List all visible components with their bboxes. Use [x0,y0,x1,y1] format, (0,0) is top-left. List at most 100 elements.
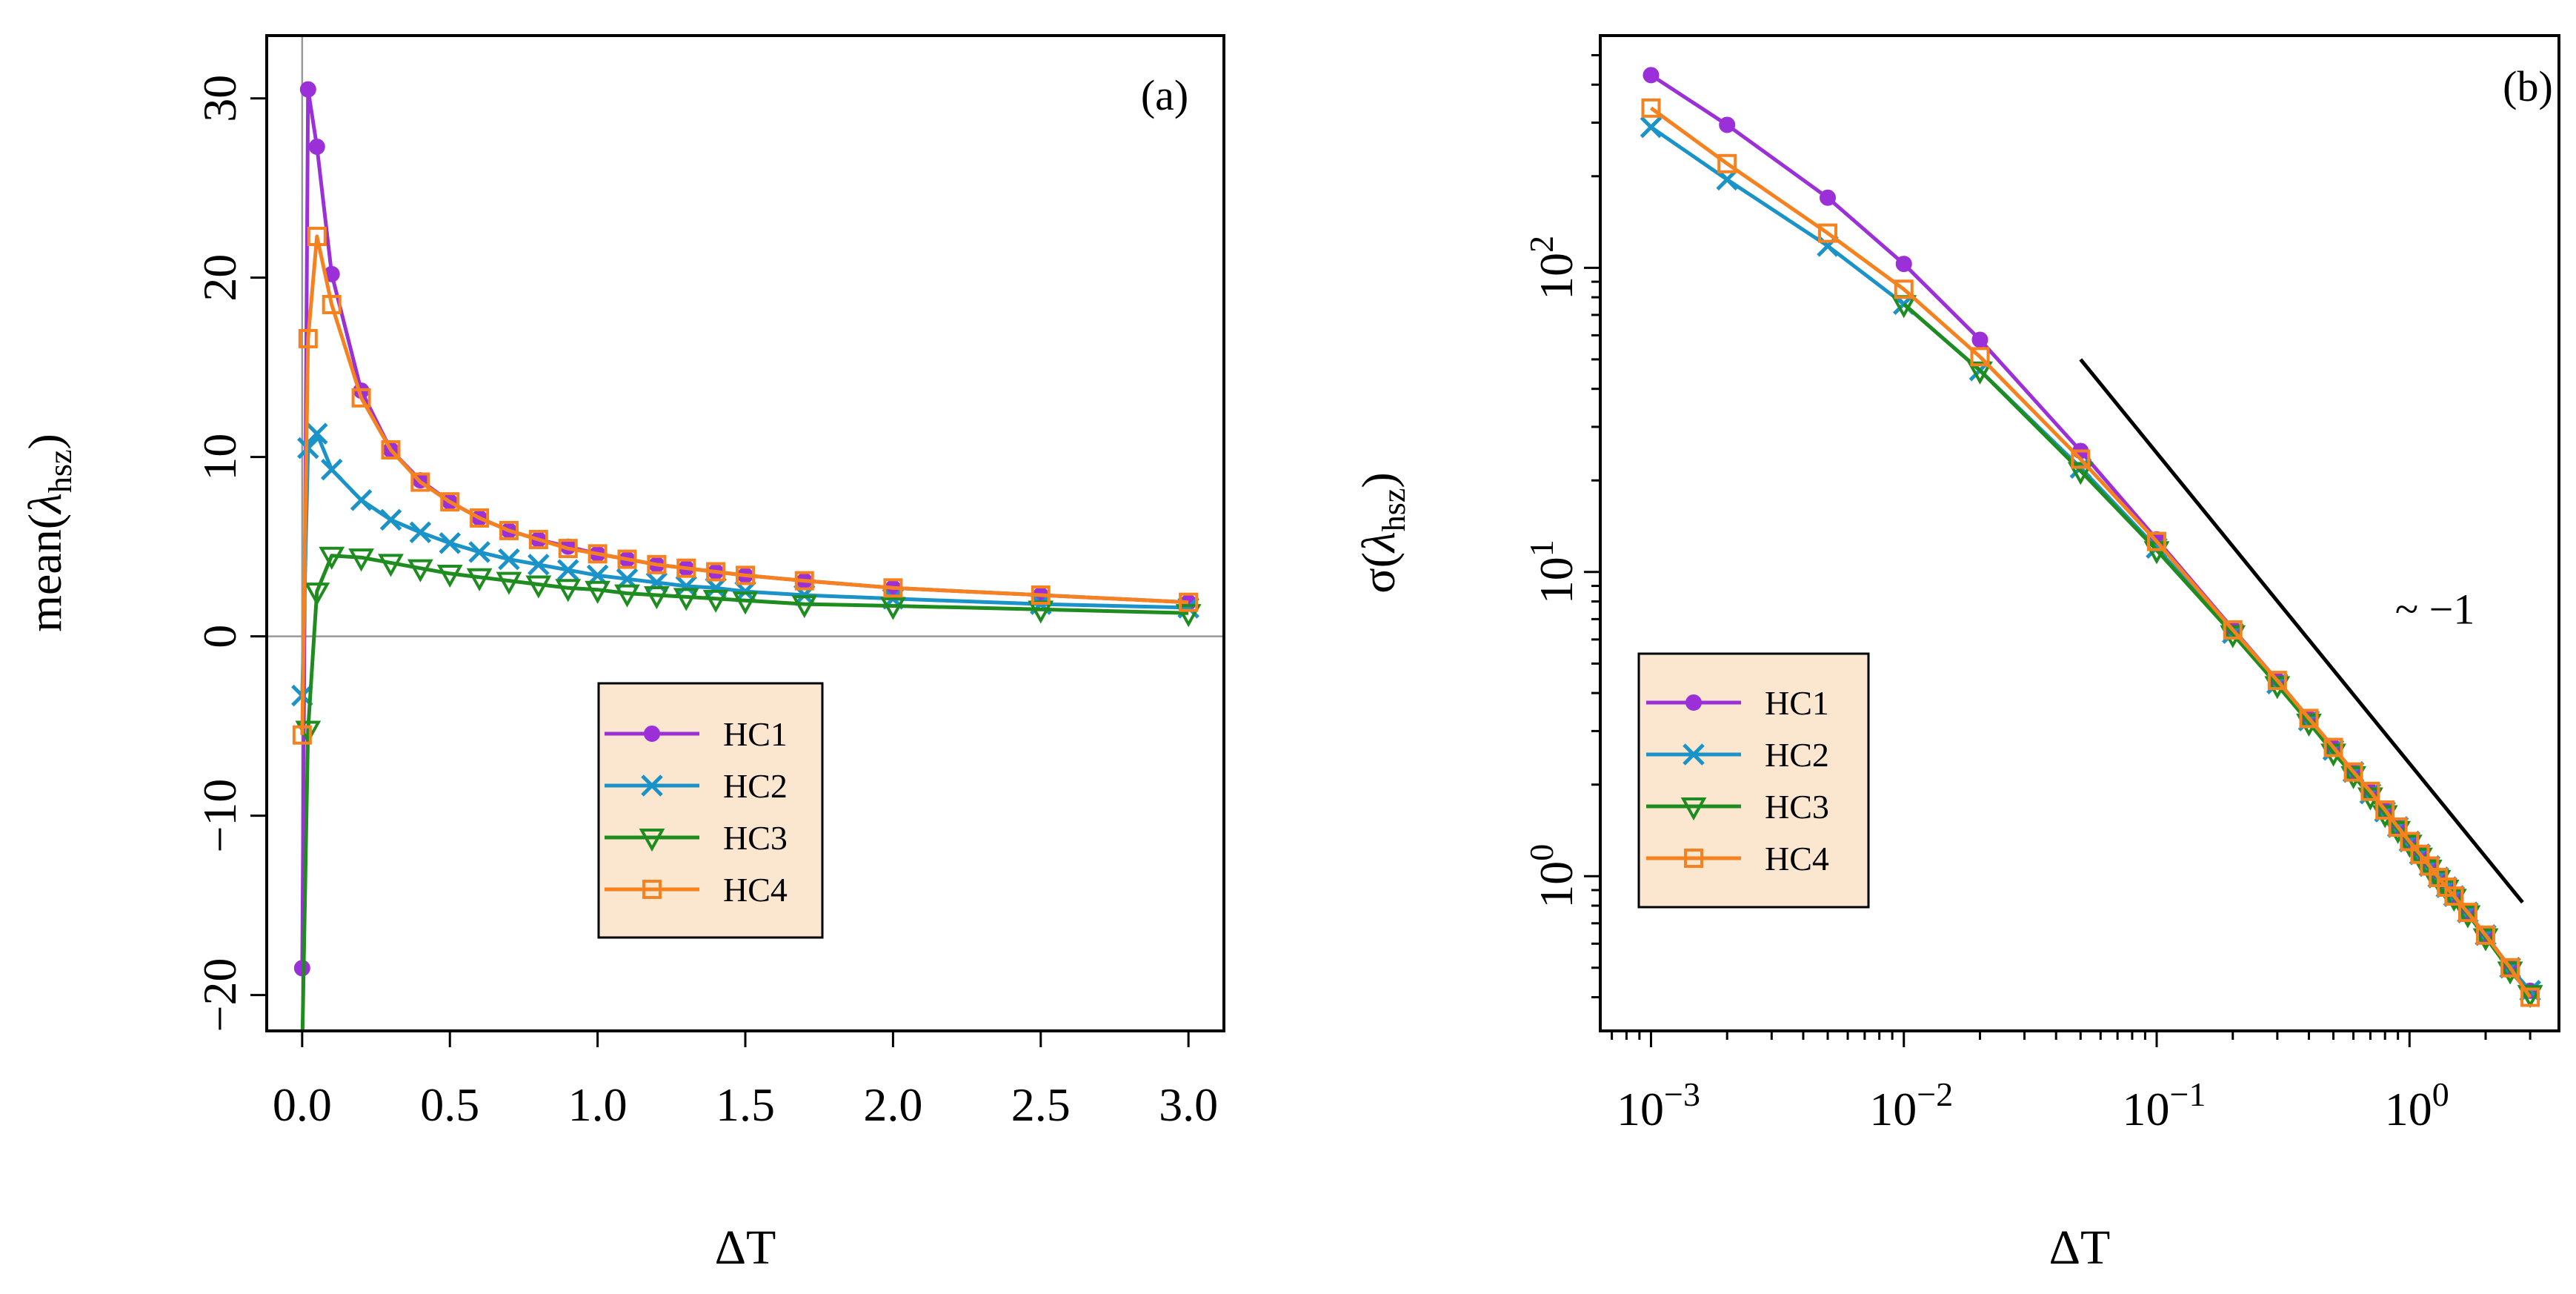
x-tick-label-exponent: −1 [2170,1075,2206,1113]
data-point-hc3 [304,583,330,606]
x-axis: 0.0 0.5 1.0 1.5 2.0 2.5 3.0 [273,1029,1218,1131]
x-tick-label: 100 [2385,1075,2449,1135]
data-point-hc3 [555,579,582,603]
series-hc4 [292,227,1199,745]
x-axis-label: ΔT [2049,1221,2111,1275]
panel-label: (b) [2503,62,2553,110]
data-point-hc4 [2400,832,2420,852]
legend-marker-hc2 [641,774,663,797]
data-point-hc4 [558,539,578,559]
x-tick-label: 1.5 [716,1078,775,1131]
legend-label-hc2: HC2 [723,767,788,805]
data-point-hc3 [436,564,463,588]
legend-entry-hc4: HC4 [605,871,788,909]
data-point-hc2 [439,532,462,554]
data-point-hc4 [1031,585,1051,605]
series-line-hc3 [300,554,1189,1031]
data-point-hc4 [322,294,342,314]
data-point-hc1 [1895,256,1912,273]
series-line-hc4 [300,234,1189,735]
legend-marker-hc2 [1683,743,1705,766]
data-point-hc4 [528,529,548,549]
data-point-hc4 [676,558,696,578]
data-point-hc4 [2343,762,2363,782]
x-tick-label-base: 10 [1617,1083,1664,1135]
series-layer [1640,67,2543,1009]
data-point-hc4 [2444,886,2464,906]
data-point-hc4 [1970,347,1990,367]
y-axis-label-subscript: hsz [1376,488,1412,532]
legend-entry-hc1: HC1 [605,715,788,753]
data-point-hc2 [705,577,727,600]
data-point-hc4 [1818,223,1838,243]
data-point-hc3 [1175,604,1202,628]
x-axis: 10−3 10−2 10−1 100 [1600,1029,2559,1135]
legend: HC1 HC2 HC3 HC4 [597,682,824,939]
data-point-hc4 [588,544,608,564]
data-point-hc4 [1717,153,1737,173]
y-axis-label-symbol: λ [19,493,71,515]
data-point-hc3 [2067,462,2094,485]
x-tick-label: 3.0 [1159,1078,1218,1131]
data-point-hc2 [306,422,328,445]
y-axis: −20 −10 0 10 20 30 [193,75,267,1032]
y-tick-label: 10 [193,434,246,481]
y-tick-label: 30 [193,75,246,122]
data-point-hc4 [499,520,519,540]
data-point-hc4 [736,565,755,585]
data-point-hc4 [292,725,312,745]
y-tick-label-exponent: 2 [1522,236,1560,253]
data-point-hc2 [675,575,698,597]
data-point-hc4 [410,472,430,492]
data-point-hc1 [1719,116,1736,133]
x-tick-label: 1.0 [568,1078,628,1131]
x-axis-label: ΔT [715,1221,776,1275]
x-tick-label-base: 10 [2123,1083,2170,1135]
data-point-hc1 [1820,189,1837,206]
data-point-hc2 [320,458,343,481]
data-point-hc4 [2299,709,2319,729]
x-tick-label-exponent: −3 [1664,1075,1700,1113]
data-point-hc4 [351,388,371,408]
data-point-hc4 [2267,671,2287,691]
legend-entry-hc3: HC3 [605,819,788,857]
y-tick-label: −20 [193,958,246,1032]
data-point-hc4 [2476,925,2496,945]
data-point-hc3 [1967,361,1993,385]
data-point-hc2 [498,548,520,571]
legend-entry-hc2: HC2 [1646,736,1829,774]
data-point-hc4 [794,571,814,591]
data-point-hc4 [2071,449,2091,469]
legend-label-hc3: HC3 [723,819,788,857]
data-point-hc4 [2223,620,2243,640]
data-point-hc4 [2147,531,2167,551]
y-tick-label: 0 [193,625,246,648]
data-point-hc3 [348,548,375,572]
legend-entries: HC1 HC2 HC3 HC4 [1646,684,1829,877]
data-point-hc3 [496,571,522,595]
data-point-hc4 [617,549,637,569]
data-point-hc4 [2388,817,2408,837]
x-tick-label: 2.0 [863,1078,922,1131]
y-axis-label-suffix: ) [1352,472,1405,488]
x-tick-label: 2.5 [1011,1078,1071,1131]
data-point-hc4 [2375,800,2395,820]
data-point-hc4 [470,508,490,528]
slope-label: ~ −1 [2395,585,2475,633]
legend-label-hc3: HC3 [1765,788,1829,826]
x-tick-label: 10−3 [1617,1075,1700,1135]
y-axis-label-prefix: σ( [1352,552,1405,594]
data-point-hc2 [468,541,490,563]
series-layer [291,81,1202,1031]
y-tick-label: −10 [193,779,246,853]
series-hc3 [295,546,1202,1031]
data-point-hc3 [702,589,729,613]
data-point-hc1 [299,81,316,98]
legend-entries: HC1 HC2 HC3 HC4 [605,715,788,909]
data-point-hc3 [466,568,493,591]
x-tick-label: 0.5 [420,1078,479,1131]
data-point-hc4 [883,578,903,598]
